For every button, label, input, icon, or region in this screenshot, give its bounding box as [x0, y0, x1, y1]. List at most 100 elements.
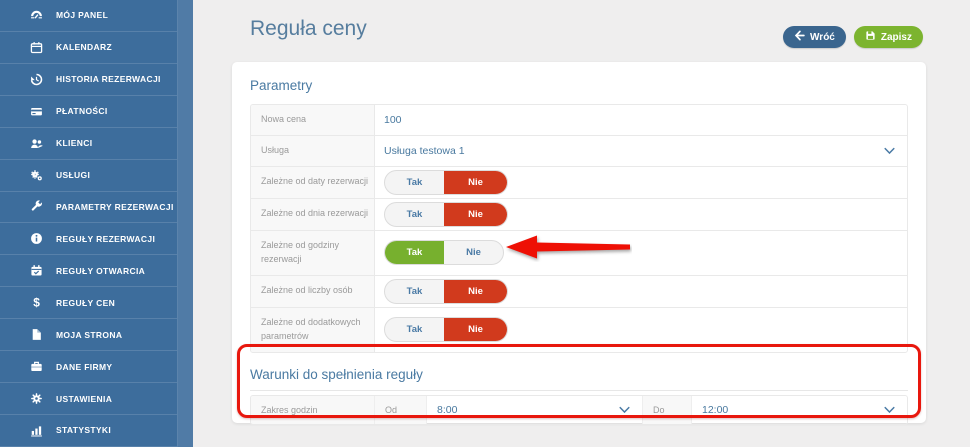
- yes-no-toggle: Tak Nie: [384, 201, 508, 227]
- hour-range-row: Zakres godzin Od 8:00 Do 12:00: [250, 394, 908, 425]
- sidebar-item-dane-firmy[interactable]: DANE FIRMY: [0, 351, 177, 384]
- gear-icon: [30, 392, 43, 405]
- hour-to-value: 12:00: [702, 403, 729, 416]
- sidebar-item-kalendarz[interactable]: KALENDARZ: [0, 32, 177, 64]
- toggle-no-button[interactable]: Nie: [444, 202, 507, 226]
- to-label: Do: [642, 395, 692, 424]
- briefcase-icon: [30, 360, 43, 373]
- header-buttons: Wróć Zapisz: [783, 26, 923, 48]
- page-title: Reguła ceny: [250, 17, 367, 40]
- sidebar-item-label: REGUŁY CEN: [56, 297, 116, 308]
- chevron-down-icon: [884, 406, 895, 414]
- yes-no-toggle: Tak Nie: [384, 169, 508, 195]
- sidebar-item-ustawienia[interactable]: USTAWIENIA: [0, 383, 177, 415]
- yes-no-toggle: Tak Nie: [384, 240, 504, 266]
- chart-icon: [30, 424, 43, 437]
- sidebar-item-label: USŁUGI: [56, 170, 91, 181]
- hour-range-label: Zakres godzin: [251, 395, 375, 424]
- back-button-label: Wróć: [810, 31, 835, 43]
- chevron-down-icon: [619, 406, 630, 414]
- sidebar-item-moj-panel[interactable]: MÓJ PANEL: [0, 0, 177, 32]
- sidebar-item-label: KLIENCI: [56, 138, 93, 149]
- parameters-table: Nowa cena 100 Usługa Usługa testowa 1 Zależn…: [250, 104, 908, 353]
- from-label: Od: [375, 395, 427, 424]
- conditions-section: Warunki do spełnienia reguły Zakres godz…: [250, 367, 908, 425]
- sidebar-item-platnosci[interactable]: PŁATNOŚCI: [0, 96, 177, 128]
- toggle-no-button[interactable]: Nie: [444, 279, 507, 303]
- svg-text:$: $: [33, 296, 40, 309]
- sidebar-item-label: DANE FIRMY: [56, 361, 113, 372]
- sidebar-item-label: HISTORIA REZERWACJI: [56, 74, 161, 85]
- row-label: Zależne od dnia rezerwacji: [251, 198, 375, 230]
- toggle-no-button[interactable]: Nie: [466, 247, 481, 259]
- sidebar-item-label: KALENDARZ: [56, 42, 113, 53]
- table-row: Zależne od daty rezerwacji Tak Nie: [251, 166, 907, 199]
- sidebar-item-reguly-cen[interactable]: $ REGUŁY CEN: [0, 287, 177, 320]
- sidebar-item-parametry-rezerwacji[interactable]: PARAMETRY REZERWACJI: [0, 192, 177, 224]
- dashboard-icon: [30, 9, 43, 22]
- sidebar-item-reguly-otwarcia[interactable]: REGUŁY OTWARCIA: [0, 255, 177, 288]
- toggle-yes-button[interactable]: Tak: [406, 176, 423, 188]
- toggle-yes-button[interactable]: Tak: [406, 208, 423, 220]
- main-content: Reguła ceny Wróć Zapisz Parametry Nowa c…: [193, 0, 970, 447]
- toggle-yes-button[interactable]: Tak: [385, 241, 444, 265]
- sidebar-item-label: MOJA STRONA: [56, 329, 123, 340]
- yes-no-toggle: Tak Nie: [384, 278, 508, 304]
- toggle-no-button[interactable]: Nie: [444, 170, 507, 194]
- sidebar-item-statystyki[interactable]: STATYSTYKI: [0, 415, 177, 447]
- row-label: Nowa cena: [251, 105, 375, 135]
- hour-from-select[interactable]: 8:00: [427, 396, 642, 424]
- sidebar-item-label: PARAMETRY REZERWACJI: [56, 201, 174, 212]
- users-icon: [30, 137, 43, 150]
- text-input-0[interactable]: 100: [375, 105, 907, 135]
- sidebar-item-label: REGUŁY REZERWACJI: [56, 233, 156, 244]
- yes-no-toggle: Tak Nie: [384, 317, 508, 343]
- calendar-check-icon: [30, 264, 43, 277]
- sidebar-item-klienci[interactable]: KLIENCI: [0, 128, 177, 160]
- sidebar-item-uslugi[interactable]: USŁUGI: [0, 160, 177, 192]
- sidebar-item-historia-rezerwacji[interactable]: HISTORIA REZERWACJI: [0, 64, 177, 96]
- row-label: Zależne od liczby osób: [251, 275, 375, 307]
- row-label: Zależne od dodatkowych parametrów: [251, 307, 375, 352]
- floppy-save-icon: [865, 30, 876, 44]
- calendar-icon: [30, 41, 43, 54]
- table-row: Nowa cena 100: [251, 105, 907, 136]
- price-rule-card: Parametry Nowa cena 100 Usługa Usługa testo…: [232, 62, 926, 425]
- row-label: Zależne od godziny rezerwacji: [251, 230, 375, 275]
- sidebar-item-label: PŁATNOŚCI: [56, 106, 108, 117]
- table-row: Zależne od dnia rezerwacji Tak Nie: [251, 198, 907, 231]
- hour-from-value: 8:00: [437, 403, 458, 416]
- toggle-yes-button[interactable]: Tak: [406, 285, 423, 297]
- arrow-left-icon: [794, 30, 805, 44]
- sidebar-menu: MÓJ PANEL KALENDARZ HISTORIA REZERWACJI PŁA…: [0, 0, 193, 447]
- save-button[interactable]: Zapisz: [853, 26, 923, 48]
- select-1[interactable]: Usługa testowa 1: [375, 136, 907, 166]
- hour-to-select[interactable]: 12:00: [692, 396, 907, 424]
- row-value-cell: Tak Nie: [375, 276, 907, 307]
- dollar-icon: $: [30, 296, 43, 309]
- info-icon: [30, 232, 43, 245]
- sidebar-item-moja-strona[interactable]: MOJA STRONA: [0, 319, 177, 352]
- sidebar-scrollbar[interactable]: [177, 0, 193, 447]
- sidebar-item-label: USTAWIENIA: [56, 393, 113, 404]
- sidebar: MÓJ PANEL KALENDARZ HISTORIA REZERWACJI PŁA…: [0, 0, 193, 447]
- page-icon: [30, 328, 43, 341]
- table-row: Usługa Usługa testowa 1: [251, 135, 907, 167]
- select-value: Usługa testowa 1: [384, 144, 465, 157]
- conditions-section-title: Warunki do spełnienia reguły: [250, 367, 908, 391]
- toggle-yes-button[interactable]: Tak: [406, 324, 423, 336]
- sidebar-item-label: REGUŁY OTWARCIA: [56, 265, 146, 276]
- row-label: Usługa: [251, 135, 375, 166]
- wrench-icon: [30, 200, 43, 213]
- services-icon: [30, 169, 43, 182]
- credit-card-icon: [30, 105, 43, 118]
- table-row: Zależne od liczby osób Tak Nie: [251, 275, 907, 308]
- sidebar-item-label: MÓJ PANEL: [56, 10, 109, 21]
- toggle-no-button[interactable]: Nie: [444, 318, 507, 342]
- back-button[interactable]: Wróć: [783, 26, 846, 48]
- input-value: 100: [384, 113, 402, 126]
- sidebar-item-label: STATYSTYKI: [56, 425, 112, 436]
- sidebar-item-reguly-rezerwacji[interactable]: REGUŁY REZERWACJI: [0, 223, 177, 256]
- row-value-cell: Tak Nie: [375, 167, 907, 198]
- row-label: Zależne od daty rezerwacji: [251, 166, 375, 198]
